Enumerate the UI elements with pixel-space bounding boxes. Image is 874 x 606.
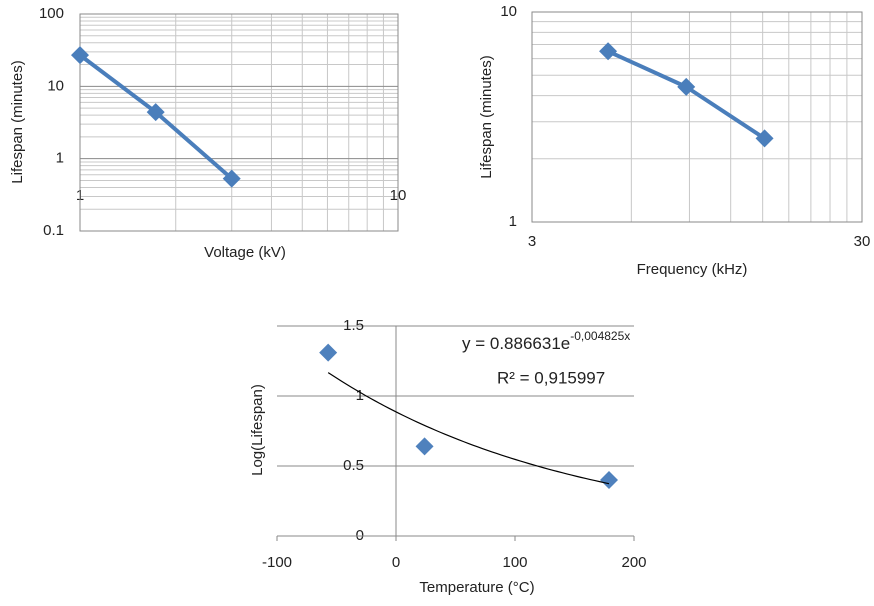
trendline-equation: y = 0.886631e-0,004825x bbox=[462, 329, 630, 353]
marker bbox=[599, 42, 618, 61]
marker bbox=[755, 129, 774, 148]
y-axis-title: Log(Lifespan) bbox=[249, 384, 266, 476]
y-tick-label: 0.1 bbox=[43, 222, 64, 239]
marker bbox=[415, 437, 434, 456]
marker bbox=[146, 103, 165, 122]
y-tick-label: 10 bbox=[500, 3, 517, 20]
y-tick-label: 1 bbox=[356, 387, 364, 404]
marker bbox=[319, 343, 338, 362]
y-tick-label: 10 bbox=[47, 77, 64, 94]
marker bbox=[600, 471, 619, 489]
marker bbox=[71, 46, 89, 65]
x-tick-label: 30 bbox=[854, 233, 871, 250]
x-axis-title: Voltage (kV) bbox=[204, 244, 286, 261]
x-tick-label: 100 bbox=[502, 554, 527, 571]
y-axis-title: Lifespan (minutes) bbox=[9, 60, 26, 183]
equation-base: y = 0.886631e bbox=[462, 334, 570, 353]
y-tick-label: 1 bbox=[509, 213, 517, 230]
y-axis-title: Lifespan (minutes) bbox=[478, 55, 495, 178]
x-axis-title: Temperature (°C) bbox=[419, 579, 534, 596]
y-tick-label: 0 bbox=[356, 527, 364, 544]
y-tick-label: 100 bbox=[39, 5, 64, 22]
marker bbox=[222, 169, 241, 188]
plot-frame bbox=[79, 13, 399, 232]
equation-exponent: -0,004825x bbox=[570, 329, 630, 343]
marker bbox=[677, 77, 696, 96]
r-squared: R² = 0,915997 bbox=[497, 368, 605, 387]
x-tick-label: 200 bbox=[621, 554, 646, 571]
y-tick-label: 1.5 bbox=[343, 317, 364, 334]
y-tick-label: 1 bbox=[56, 150, 64, 167]
y-tick-label: 0.5 bbox=[343, 457, 364, 474]
plot-frame bbox=[531, 11, 863, 223]
x-tick-label: 3 bbox=[528, 233, 536, 250]
x-axis-title: Frequency (kHz) bbox=[637, 261, 748, 278]
x-tick-label: -100 bbox=[262, 554, 292, 571]
x-tick-label: 0 bbox=[392, 554, 400, 571]
trendline bbox=[327, 372, 610, 485]
